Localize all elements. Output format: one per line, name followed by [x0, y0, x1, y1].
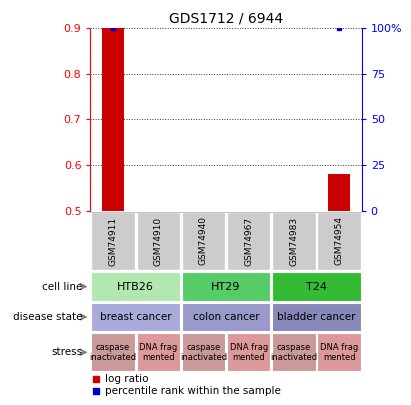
FancyBboxPatch shape — [91, 333, 135, 371]
FancyBboxPatch shape — [317, 212, 361, 270]
Text: caspase
inactivated: caspase inactivated — [90, 343, 136, 362]
FancyBboxPatch shape — [136, 212, 180, 270]
Text: HT29: HT29 — [211, 281, 241, 292]
Text: T24: T24 — [306, 281, 327, 292]
Text: caspase
inactivated: caspase inactivated — [270, 343, 317, 362]
FancyBboxPatch shape — [272, 272, 361, 301]
FancyBboxPatch shape — [317, 333, 361, 371]
FancyBboxPatch shape — [91, 272, 180, 301]
FancyBboxPatch shape — [136, 333, 180, 371]
Text: breast cancer: breast cancer — [100, 312, 171, 322]
Text: DNA frag
mented: DNA frag mented — [229, 343, 268, 362]
FancyBboxPatch shape — [272, 333, 316, 371]
FancyBboxPatch shape — [272, 303, 361, 331]
Text: GSM74911: GSM74911 — [109, 216, 118, 266]
FancyBboxPatch shape — [227, 333, 270, 371]
Text: HTB26: HTB26 — [117, 281, 154, 292]
FancyBboxPatch shape — [182, 272, 270, 301]
FancyBboxPatch shape — [182, 303, 270, 331]
Text: cell line: cell line — [42, 281, 82, 292]
FancyBboxPatch shape — [91, 303, 180, 331]
FancyBboxPatch shape — [272, 212, 316, 270]
Text: caspase
inactivated: caspase inactivated — [180, 343, 227, 362]
Text: log ratio: log ratio — [105, 374, 149, 384]
Text: GSM74954: GSM74954 — [335, 217, 344, 265]
Text: GSM74983: GSM74983 — [289, 216, 298, 266]
Text: GSM74967: GSM74967 — [244, 216, 253, 266]
Text: stress: stress — [51, 347, 82, 357]
Text: disease state: disease state — [13, 312, 82, 322]
Text: DNA frag
mented: DNA frag mented — [139, 343, 178, 362]
FancyBboxPatch shape — [227, 212, 270, 270]
Text: bladder cancer: bladder cancer — [277, 312, 356, 322]
FancyBboxPatch shape — [182, 333, 225, 371]
Text: colon cancer: colon cancer — [193, 312, 259, 322]
Text: GSM74940: GSM74940 — [199, 217, 208, 265]
Text: DNA frag
mented: DNA frag mented — [320, 343, 358, 362]
FancyBboxPatch shape — [91, 212, 135, 270]
FancyBboxPatch shape — [182, 212, 225, 270]
Bar — [328, 174, 350, 211]
Text: GSM74910: GSM74910 — [154, 216, 163, 266]
Title: GDS1712 / 6944: GDS1712 / 6944 — [169, 12, 283, 26]
Bar — [102, 28, 125, 211]
Text: percentile rank within the sample: percentile rank within the sample — [105, 386, 281, 396]
